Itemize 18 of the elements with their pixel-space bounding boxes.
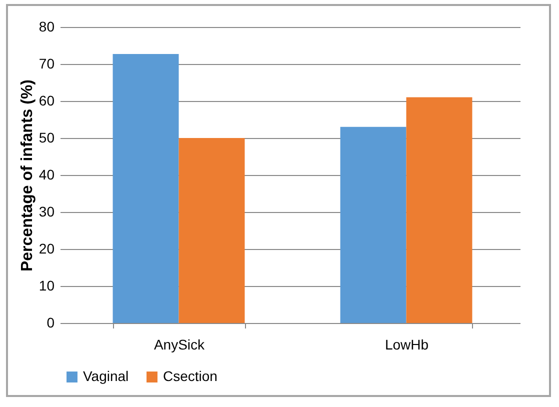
y-tick-label: 70 — [38, 56, 55, 72]
y-tick-label: 0 — [46, 314, 55, 330]
bar — [406, 97, 472, 323]
bar — [340, 126, 406, 323]
bar — [112, 54, 179, 323]
y-axis-title: Percentage of infants (%) — [18, 79, 36, 272]
x-tick-label: LowHb — [384, 336, 429, 352]
y-tick-label: 60 — [38, 92, 55, 108]
y-tick-label: 50 — [38, 130, 55, 146]
y-tick-label: 80 — [38, 18, 55, 34]
bar — [178, 138, 245, 323]
y-tick-label: 10 — [38, 278, 55, 294]
y-tick-label: 20 — [38, 240, 55, 256]
y-tick-label: 30 — [38, 204, 55, 220]
legend-label: Csection — [163, 368, 218, 384]
x-tick-label: AnySick — [154, 336, 206, 352]
legend-label: Vaginal — [83, 368, 129, 384]
y-tick-label: 40 — [38, 166, 55, 182]
